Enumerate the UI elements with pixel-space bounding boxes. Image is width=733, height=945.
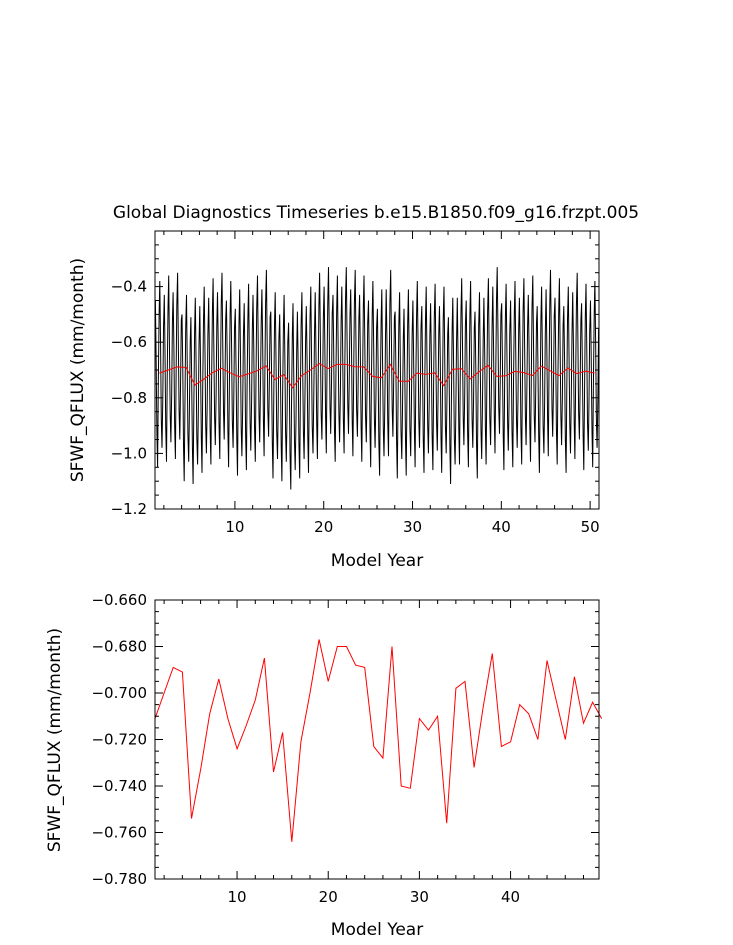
y-tick-label: −0.8	[111, 389, 147, 407]
plot-title: Global Diagnostics Timeseries b.e15.B185…	[113, 203, 639, 223]
red-series-line	[154, 639, 603, 842]
y-tick-label: −0.740	[91, 777, 147, 795]
y-tick-label: −0.760	[91, 824, 147, 842]
x-tick-label: 20	[314, 518, 333, 536]
x-tick-label: 50	[581, 518, 600, 536]
y-tick-label: −0.4	[111, 278, 147, 296]
y-tick-label: −0.680	[91, 638, 147, 656]
x-tick-label: 20	[319, 888, 338, 906]
x-axis-title: Model Year	[331, 920, 423, 940]
y-tick-label: −0.780	[91, 870, 147, 888]
x-tick-label: 40	[501, 888, 520, 906]
y-tick-label: −1.0	[111, 444, 147, 462]
ticks-layer: 10 20 30 40 50 −1.2 −1.0 −0.8 −0.6 −0.4	[111, 230, 600, 536]
timeseries-panel: 10 20 30 40 50 −1.2 −1.0 −0.8 −0.6 −0.4 Model Yea…	[68, 230, 600, 571]
series-layer	[154, 639, 603, 842]
x-tick-label: 30	[410, 888, 429, 906]
y-tick-label: −1.2	[111, 500, 147, 518]
black-series-line	[154, 267, 600, 490]
red-series-line	[159, 363, 595, 389]
x-tick-label: 10	[225, 518, 244, 536]
x-tick-label: 10	[228, 888, 247, 906]
ticks-layer: 10 20 30 40 −0.780 −0.760 −0.740 −0.720 −0.700 −0…	[91, 591, 599, 906]
y-tick-label: −0.6	[111, 333, 147, 351]
y-tick-label: −0.720	[91, 731, 147, 749]
annual-mean-panel: 10 20 30 40 −0.780 −0.760 −0.740 −0.720 −0.700 −0…	[45, 591, 603, 940]
y-tick-label: −0.700	[91, 684, 147, 702]
y-axis-title: SFWF_QFLUX (mm/month)	[68, 258, 88, 482]
y-tick-label: −0.660	[91, 591, 147, 609]
x-tick-label: 30	[403, 518, 422, 536]
y-axis-title: SFWF_QFLUX (mm/month)	[45, 628, 65, 852]
x-tick-label: 40	[492, 518, 511, 536]
x-axis-title: Model Year	[331, 551, 423, 571]
series-layer	[154, 267, 600, 490]
